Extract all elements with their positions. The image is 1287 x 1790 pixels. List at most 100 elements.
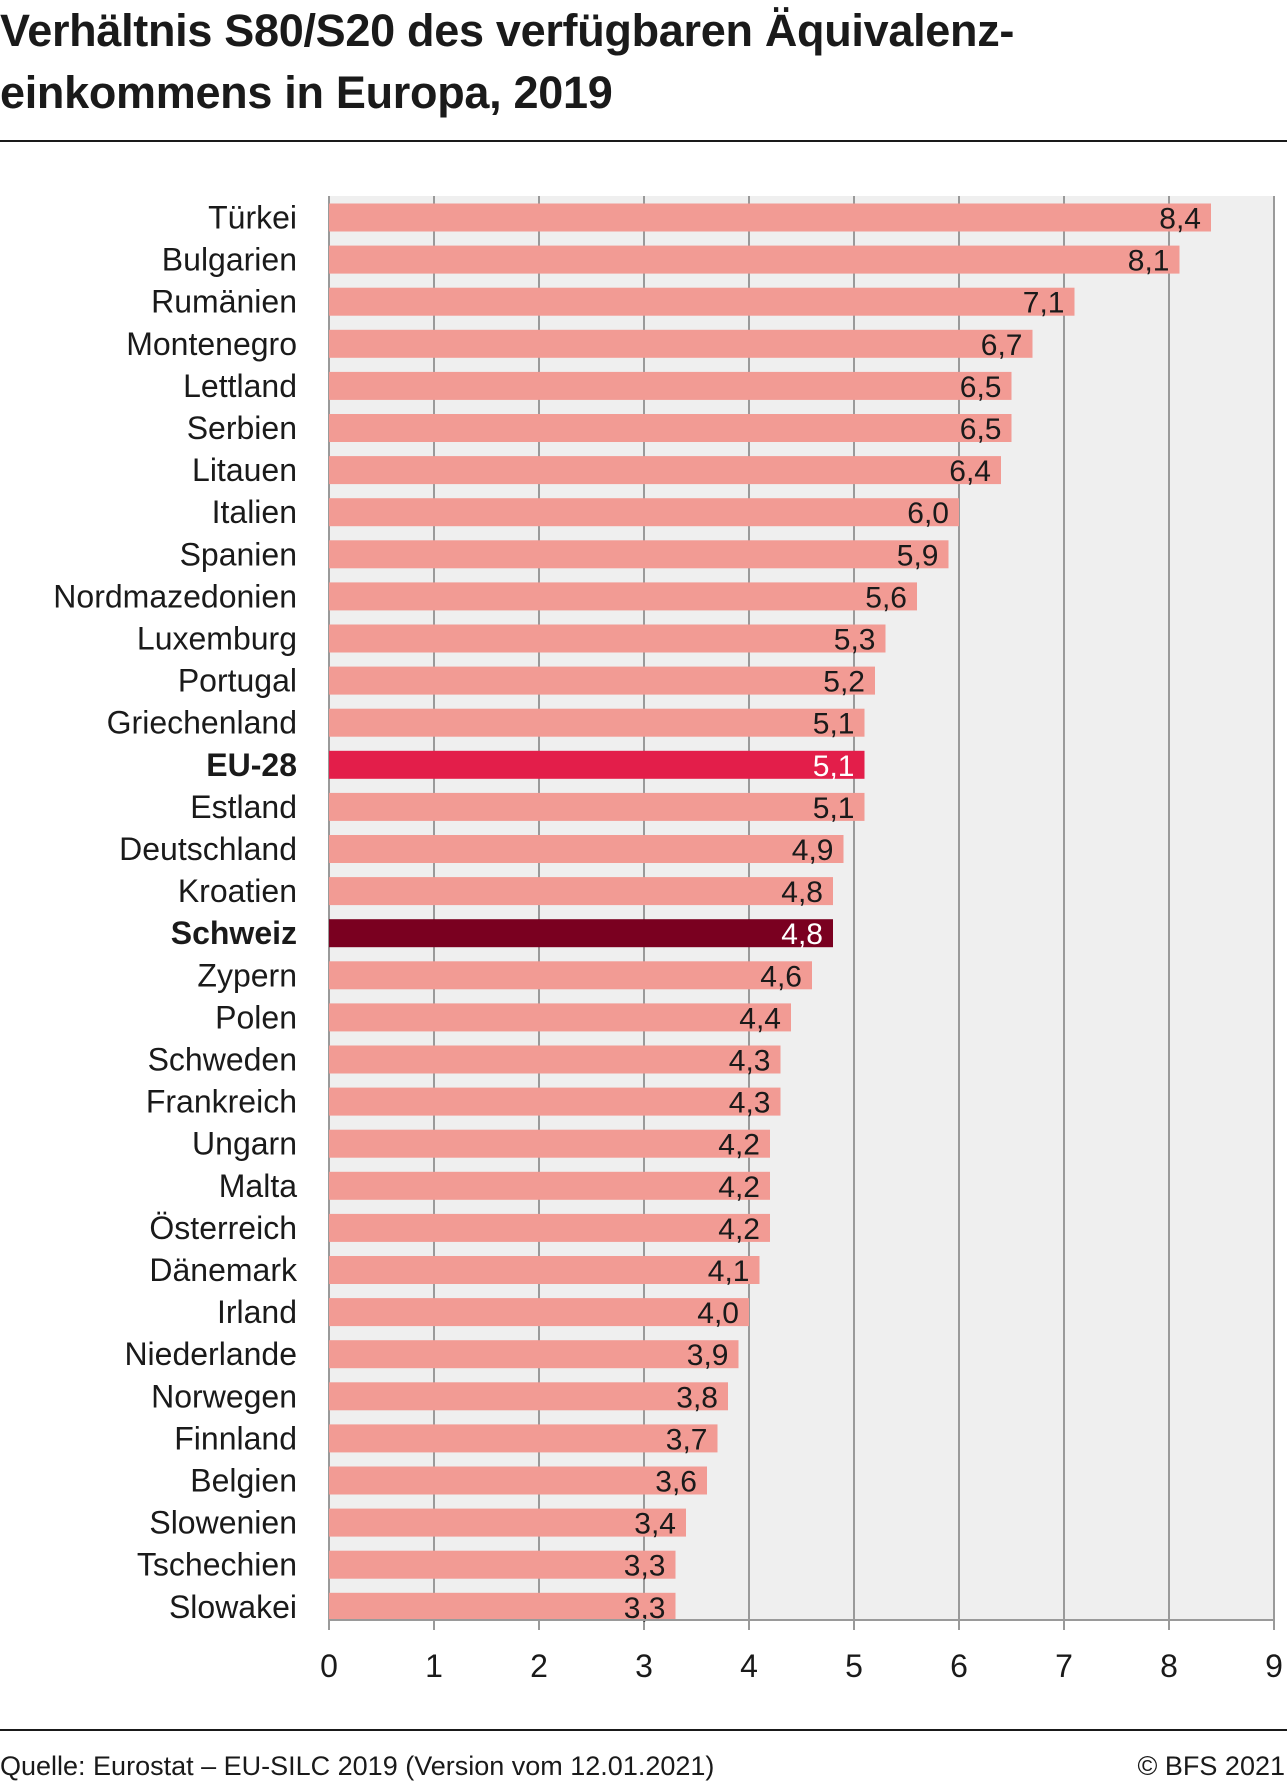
category-label: Deutschland (119, 831, 297, 867)
source-note: Quelle: Eurostat – EU-SILC 2019 (Version… (0, 1751, 715, 1781)
bar (329, 1298, 749, 1327)
data-label: 4,1 (708, 1255, 750, 1288)
category-label: Luxemburg (137, 621, 297, 657)
category-label: Polen (215, 999, 297, 1035)
data-label: 5,3 (834, 624, 876, 657)
bar (329, 1382, 728, 1411)
title-divider (0, 140, 1287, 142)
category-label: Schweden (148, 1042, 297, 1078)
x-tick-label: 7 (1055, 1648, 1073, 1684)
x-tick-label: 1 (425, 1648, 443, 1684)
bar (329, 835, 844, 863)
data-label: 8,1 (1128, 245, 1170, 278)
footer-divider (0, 1729, 1287, 1731)
data-label: 6,5 (960, 413, 1002, 446)
data-label: 4,6 (760, 960, 802, 993)
category-label: Slowenien (149, 1505, 297, 1541)
data-label: 4,4 (739, 1002, 781, 1035)
data-label: 4,2 (718, 1129, 760, 1162)
category-label: Litauen (192, 452, 297, 488)
data-label: 4,3 (729, 1045, 771, 1078)
category-label: Dänemark (149, 1252, 298, 1288)
bar (329, 792, 865, 821)
copyright-note: © BFS 2021 (1137, 1751, 1285, 1781)
category-label: Rumänien (151, 284, 297, 320)
data-label: 5,6 (865, 581, 907, 614)
x-tick-label: 0 (320, 1648, 338, 1684)
bar (329, 203, 1211, 232)
bar (329, 414, 1012, 442)
category-label: Niederlande (124, 1336, 297, 1372)
x-tick-label: 3 (635, 1648, 653, 1684)
data-label: 5,1 (813, 708, 855, 741)
bar (329, 456, 1001, 485)
bar (329, 961, 812, 990)
bar (329, 329, 1033, 358)
category-label: Belgien (190, 1463, 297, 1499)
data-label: 5,1 (813, 792, 855, 825)
category-label: Irland (217, 1294, 297, 1330)
bar (329, 624, 886, 653)
bar (329, 1213, 770, 1242)
plot-area: 0 1 2 3 4 5 6 7 8 9 Türkei 8,4 Bulgarien 8,1 Rumänien 7… (53, 196, 1283, 1684)
category-label: Spanien (180, 536, 297, 572)
bar (329, 1256, 760, 1284)
data-label: 3,8 (676, 1381, 718, 1414)
data-label: 4,8 (781, 876, 823, 909)
category-label: Slowakei (169, 1589, 297, 1625)
category-label: Schweiz (171, 915, 297, 951)
bar (329, 1003, 791, 1032)
data-label: 5,2 (823, 666, 865, 699)
bar (329, 287, 1075, 316)
category-label: Österreich (149, 1210, 297, 1246)
bar (329, 877, 833, 906)
data-label: 5,1 (813, 750, 855, 783)
category-label: Montenegro (126, 326, 297, 362)
bar (329, 919, 833, 948)
bar (329, 1424, 718, 1453)
category-label: Ungarn (192, 1126, 297, 1162)
bar (329, 1129, 770, 1158)
bar (329, 1171, 770, 1200)
data-label: 3,9 (687, 1339, 729, 1372)
data-label: 7,1 (1023, 287, 1065, 320)
data-label: 4,3 (729, 1087, 771, 1120)
chart-title: Verhältnis S80/S20 des verfügbaren Äquiv… (0, 0, 1280, 124)
bar (329, 708, 865, 737)
category-label: Estland (190, 789, 297, 825)
chart-title-line-1: Verhältnis S80/S20 des verfügbaren Äquiv… (0, 5, 1015, 56)
category-label: Portugal (178, 663, 297, 699)
category-label: Griechenland (107, 705, 297, 741)
x-tick-label: 6 (950, 1648, 968, 1684)
chart-title-line-2: einkommens in Europa, 2019 (0, 67, 613, 118)
category-label: Türkei (208, 200, 297, 236)
x-tick-label: 2 (530, 1648, 548, 1684)
bar (329, 540, 949, 569)
data-label: 3,7 (666, 1423, 708, 1456)
bar (329, 1508, 686, 1537)
bar (329, 498, 959, 527)
bar (329, 1045, 781, 1074)
x-tick-label: 9 (1265, 1648, 1283, 1684)
category-label: Serbien (187, 410, 297, 446)
bar (329, 371, 1012, 400)
category-label: Lettland (183, 368, 297, 404)
category-label: Norwegen (151, 1378, 297, 1414)
x-tick-label: 5 (845, 1648, 863, 1684)
x-tick-label: 4 (740, 1648, 758, 1684)
data-label: 3,3 (624, 1550, 666, 1583)
category-label: Finnland (174, 1420, 297, 1456)
bar (329, 1550, 676, 1579)
bar (329, 582, 917, 611)
category-label: Nordmazedonien (53, 578, 297, 614)
data-label: 8,4 (1159, 203, 1201, 236)
bar (329, 245, 1180, 274)
bar (329, 666, 875, 695)
data-label: 4,2 (718, 1213, 760, 1246)
x-tick-label: 8 (1160, 1648, 1178, 1684)
data-label: 4,9 (792, 834, 834, 867)
category-label: Tschechien (137, 1547, 297, 1583)
bar (329, 1340, 739, 1369)
data-label: 5,9 (897, 539, 939, 572)
data-label: 4,0 (697, 1297, 739, 1330)
